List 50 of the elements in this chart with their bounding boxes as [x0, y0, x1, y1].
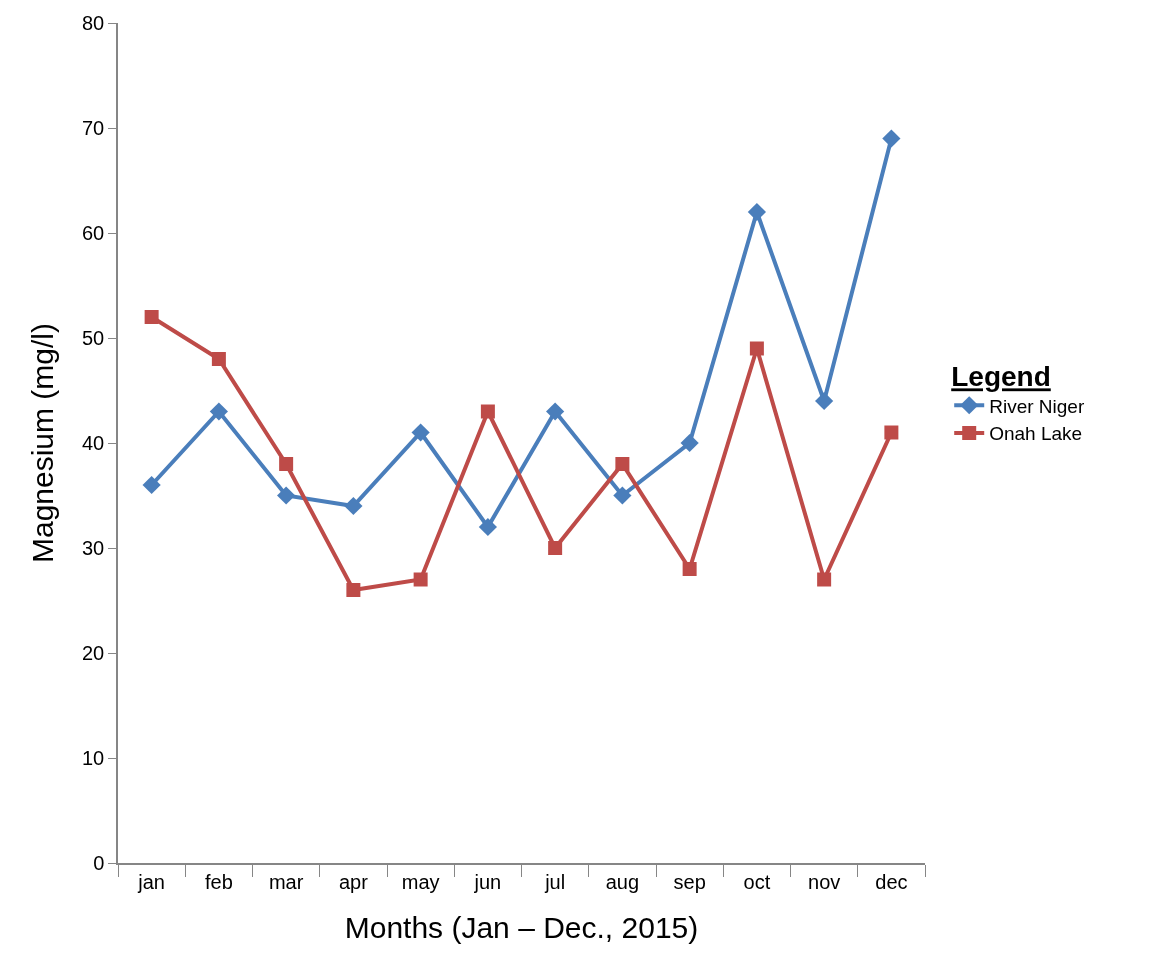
- y-tick-label: 50: [82, 327, 105, 349]
- point: [749, 341, 764, 356]
- y-tick-label: 40: [82, 432, 105, 454]
- x-tick-label: jun: [473, 870, 502, 893]
- x-tick-label: dec: [875, 870, 908, 893]
- point: [142, 475, 161, 495]
- point: [817, 572, 832, 587]
- point: [548, 541, 563, 555]
- legend-label: River Niger: [989, 395, 1085, 417]
- x-tick-label: aug: [605, 870, 640, 893]
- x-tick-label: jul: [544, 870, 566, 893]
- point: [613, 486, 632, 505]
- y-axis-title: Magnesium (mg/l): [25, 322, 59, 564]
- point: [344, 496, 363, 516]
- point: [279, 457, 294, 471]
- x-axis-title: Months (Jan – Dec., 2015): [344, 910, 699, 944]
- y-tick-label: 0: [93, 852, 105, 874]
- x-tick-label: oct: [743, 870, 771, 893]
- point: [884, 425, 899, 440]
- point: [209, 402, 228, 421]
- x-tick-label: nov: [808, 870, 841, 893]
- x-tick-label: jan: [137, 870, 165, 893]
- point: [144, 310, 159, 324]
- y-tick-label: 60: [82, 222, 105, 244]
- y-tick-label: 80: [82, 12, 105, 34]
- x-tick-label: apr: [338, 870, 369, 893]
- y-tick-label: 30: [82, 537, 105, 559]
- point: [211, 352, 226, 366]
- point: [680, 433, 699, 453]
- y-tick-label: 20: [82, 642, 105, 664]
- point: [882, 129, 901, 148]
- x-tick-label: feb: [204, 870, 233, 893]
- point: [546, 402, 565, 421]
- legend-title: Legend: [951, 361, 1051, 393]
- point: [747, 202, 766, 222]
- point: [682, 562, 697, 576]
- y-tick-label: 10: [82, 747, 105, 769]
- point: [815, 391, 834, 411]
- y-tick-label: 70: [82, 117, 105, 139]
- point: [346, 583, 361, 597]
- legend-label: Onah Lake: [989, 423, 1083, 445]
- x-tick-label: may: [401, 870, 440, 893]
- point: [277, 486, 296, 505]
- x-tick-label: sep: [673, 870, 706, 893]
- x-tick-label: mar: [268, 870, 304, 893]
- point: [411, 423, 430, 442]
- point: [615, 457, 630, 471]
- point: [478, 517, 497, 537]
- point: [413, 572, 428, 587]
- point: [480, 404, 495, 419]
